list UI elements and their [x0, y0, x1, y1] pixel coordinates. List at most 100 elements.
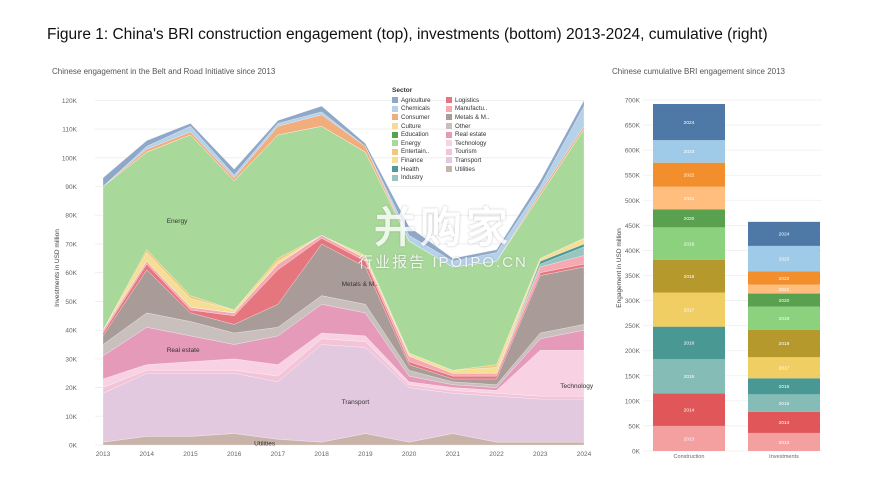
area-y-tick-label: 100K	[62, 155, 78, 162]
area-chart-subtitle: Chinese engagement in the Belt and Road …	[52, 67, 276, 76]
area-series-agriculture	[102, 100, 585, 262]
legend-item[interactable]: Metals & M..	[446, 113, 500, 122]
bar-y-tick-label: 450K	[625, 223, 641, 230]
legend-label: Transport	[455, 156, 482, 164]
legend-label: Tourism	[455, 148, 477, 156]
legend-item[interactable]: Real estate	[446, 130, 500, 139]
legend-item[interactable]: Transport	[446, 156, 500, 165]
legend-item[interactable]: Energy	[392, 139, 446, 148]
bar-segment-label: 2022	[779, 276, 790, 282]
bar-segment-construction-2020	[653, 209, 725, 228]
legend-label: Metals & M..	[455, 113, 490, 121]
legend-swatch	[392, 166, 398, 173]
area-x-tick-label: 2015	[183, 451, 198, 458]
bar-y-tick-label: 250K	[625, 323, 641, 330]
bar-y-tick-label: 650K	[625, 123, 641, 130]
legend-label: Entertain..	[401, 148, 430, 156]
bar-segment-label: 2021	[684, 196, 695, 202]
bar-segment-construction-2017	[653, 292, 725, 327]
bar-segment-construction-2024	[653, 104, 725, 141]
bar-segment-investments-2014	[748, 411, 820, 433]
area-x-tick-label: 2018	[314, 451, 329, 458]
legend-item[interactable]: Chemicals	[392, 105, 446, 114]
area-x-tick-label: 2024	[577, 451, 592, 458]
area-y-tick-label: 80K	[65, 213, 77, 220]
legend-swatch	[392, 114, 398, 121]
bar-category-label: Investments	[769, 454, 799, 460]
legend-label: Consumer	[401, 113, 430, 121]
bar-segment-label: 2023	[779, 257, 790, 263]
bar-y-tick-label: 500K	[625, 198, 641, 205]
bar-y-tick-label: 700K	[625, 98, 641, 105]
area-axis: 0K 10K 20K 30K 40K 50K 60K 70K 80K 90K 100K 110K 120…	[62, 98, 592, 458]
legend-swatch	[446, 131, 452, 138]
bar-segment-construction-2014	[653, 393, 725, 426]
legend-label: Other	[455, 122, 471, 130]
legend-item[interactable]: Finance	[392, 156, 446, 165]
bar-y-tick-label: 200K	[625, 348, 641, 355]
area-y-tick-label: 20K	[65, 385, 77, 392]
legend-item[interactable]: Consumer	[392, 113, 446, 122]
legend-label: Culture	[401, 122, 421, 130]
bar-y-tick-label: 350K	[625, 273, 641, 280]
legend-label: Finance	[401, 156, 424, 164]
legend-label: Education	[401, 131, 429, 139]
legend-label: Health	[401, 165, 419, 173]
bar-segment-label: 2023	[684, 149, 695, 155]
bar-segment-construction-2013	[653, 425, 725, 451]
bar-y-tick-label: 100K	[625, 398, 641, 405]
bar-segment-construction-2015	[653, 359, 725, 394]
bar-segment-label: 2014	[779, 420, 790, 426]
legend-item[interactable]: Agriculture	[392, 96, 446, 105]
area-annotations: Energy Metals & M.. Real estate Transport Te…	[167, 218, 594, 448]
bar-segment-construction-2023	[653, 140, 725, 163]
area-y-tick-label: 40K	[65, 328, 77, 335]
bar-y-tick-label: 50K	[628, 423, 640, 430]
bar-segment-investments-2023	[748, 245, 820, 272]
legend-item[interactable]: Technology	[446, 139, 500, 148]
area-x-tick-label: 2023	[533, 451, 548, 458]
bar-segment-investments-2018	[748, 329, 820, 358]
legend-item[interactable]: Industry	[392, 173, 446, 182]
bar-segment-label: 2018	[684, 274, 695, 280]
bar-segment-label: 2020	[684, 216, 695, 222]
area-x-tick-label: 2014	[139, 451, 154, 458]
area-y-axis-label: Investments in USD million	[54, 229, 61, 307]
bar-segment-label: 2024	[684, 120, 695, 126]
legend-item[interactable]: Education	[392, 130, 446, 139]
legend-item[interactable]: Manufactu..	[446, 105, 500, 114]
area-annotation: Transport	[342, 399, 370, 406]
area-annotation: Metals & M..	[342, 281, 378, 288]
legend-item[interactable]: Health	[392, 165, 446, 174]
bar-segment-investments-2022	[748, 271, 820, 285]
bar-segment-label: 2019	[684, 241, 695, 247]
legend-swatch	[446, 166, 452, 173]
area-annotation: Energy	[167, 218, 188, 225]
bar-segment-investments-2019	[748, 306, 820, 330]
legend-label: Energy	[401, 139, 421, 147]
legend-label: Technology	[455, 139, 487, 147]
bar-segment-label: 2019	[779, 316, 790, 322]
legend-swatch	[446, 97, 452, 104]
legend-swatch	[392, 140, 398, 147]
bar-segment-label: 2022	[684, 173, 695, 179]
legend-item[interactable]: Entertain..	[392, 148, 446, 157]
legend-swatch	[446, 148, 452, 155]
bar-segment-label: 2017	[779, 366, 790, 372]
legend-item[interactable]: Logistics	[446, 96, 500, 105]
area-y-tick-label: 110K	[62, 127, 77, 134]
bar-segment-label: 2016	[779, 384, 790, 390]
bar-segment-construction-2021	[653, 186, 725, 210]
legend-label: Agriculture	[401, 96, 431, 104]
legend-item[interactable]: Culture	[392, 122, 446, 131]
legend-item[interactable]: Utilities	[446, 165, 500, 174]
legend-swatch	[392, 97, 398, 104]
legend-label: Manufactu..	[455, 105, 488, 113]
legend-label: Chemicals	[401, 105, 430, 113]
area-layers	[102, 100, 585, 446]
legend-item[interactable]: Other	[446, 122, 500, 131]
legend-item[interactable]: Tourism	[446, 148, 500, 157]
area-x-tick-label: 2022	[489, 451, 504, 458]
figure-title: Figure 1: China's BRI construction engag…	[47, 26, 768, 43]
